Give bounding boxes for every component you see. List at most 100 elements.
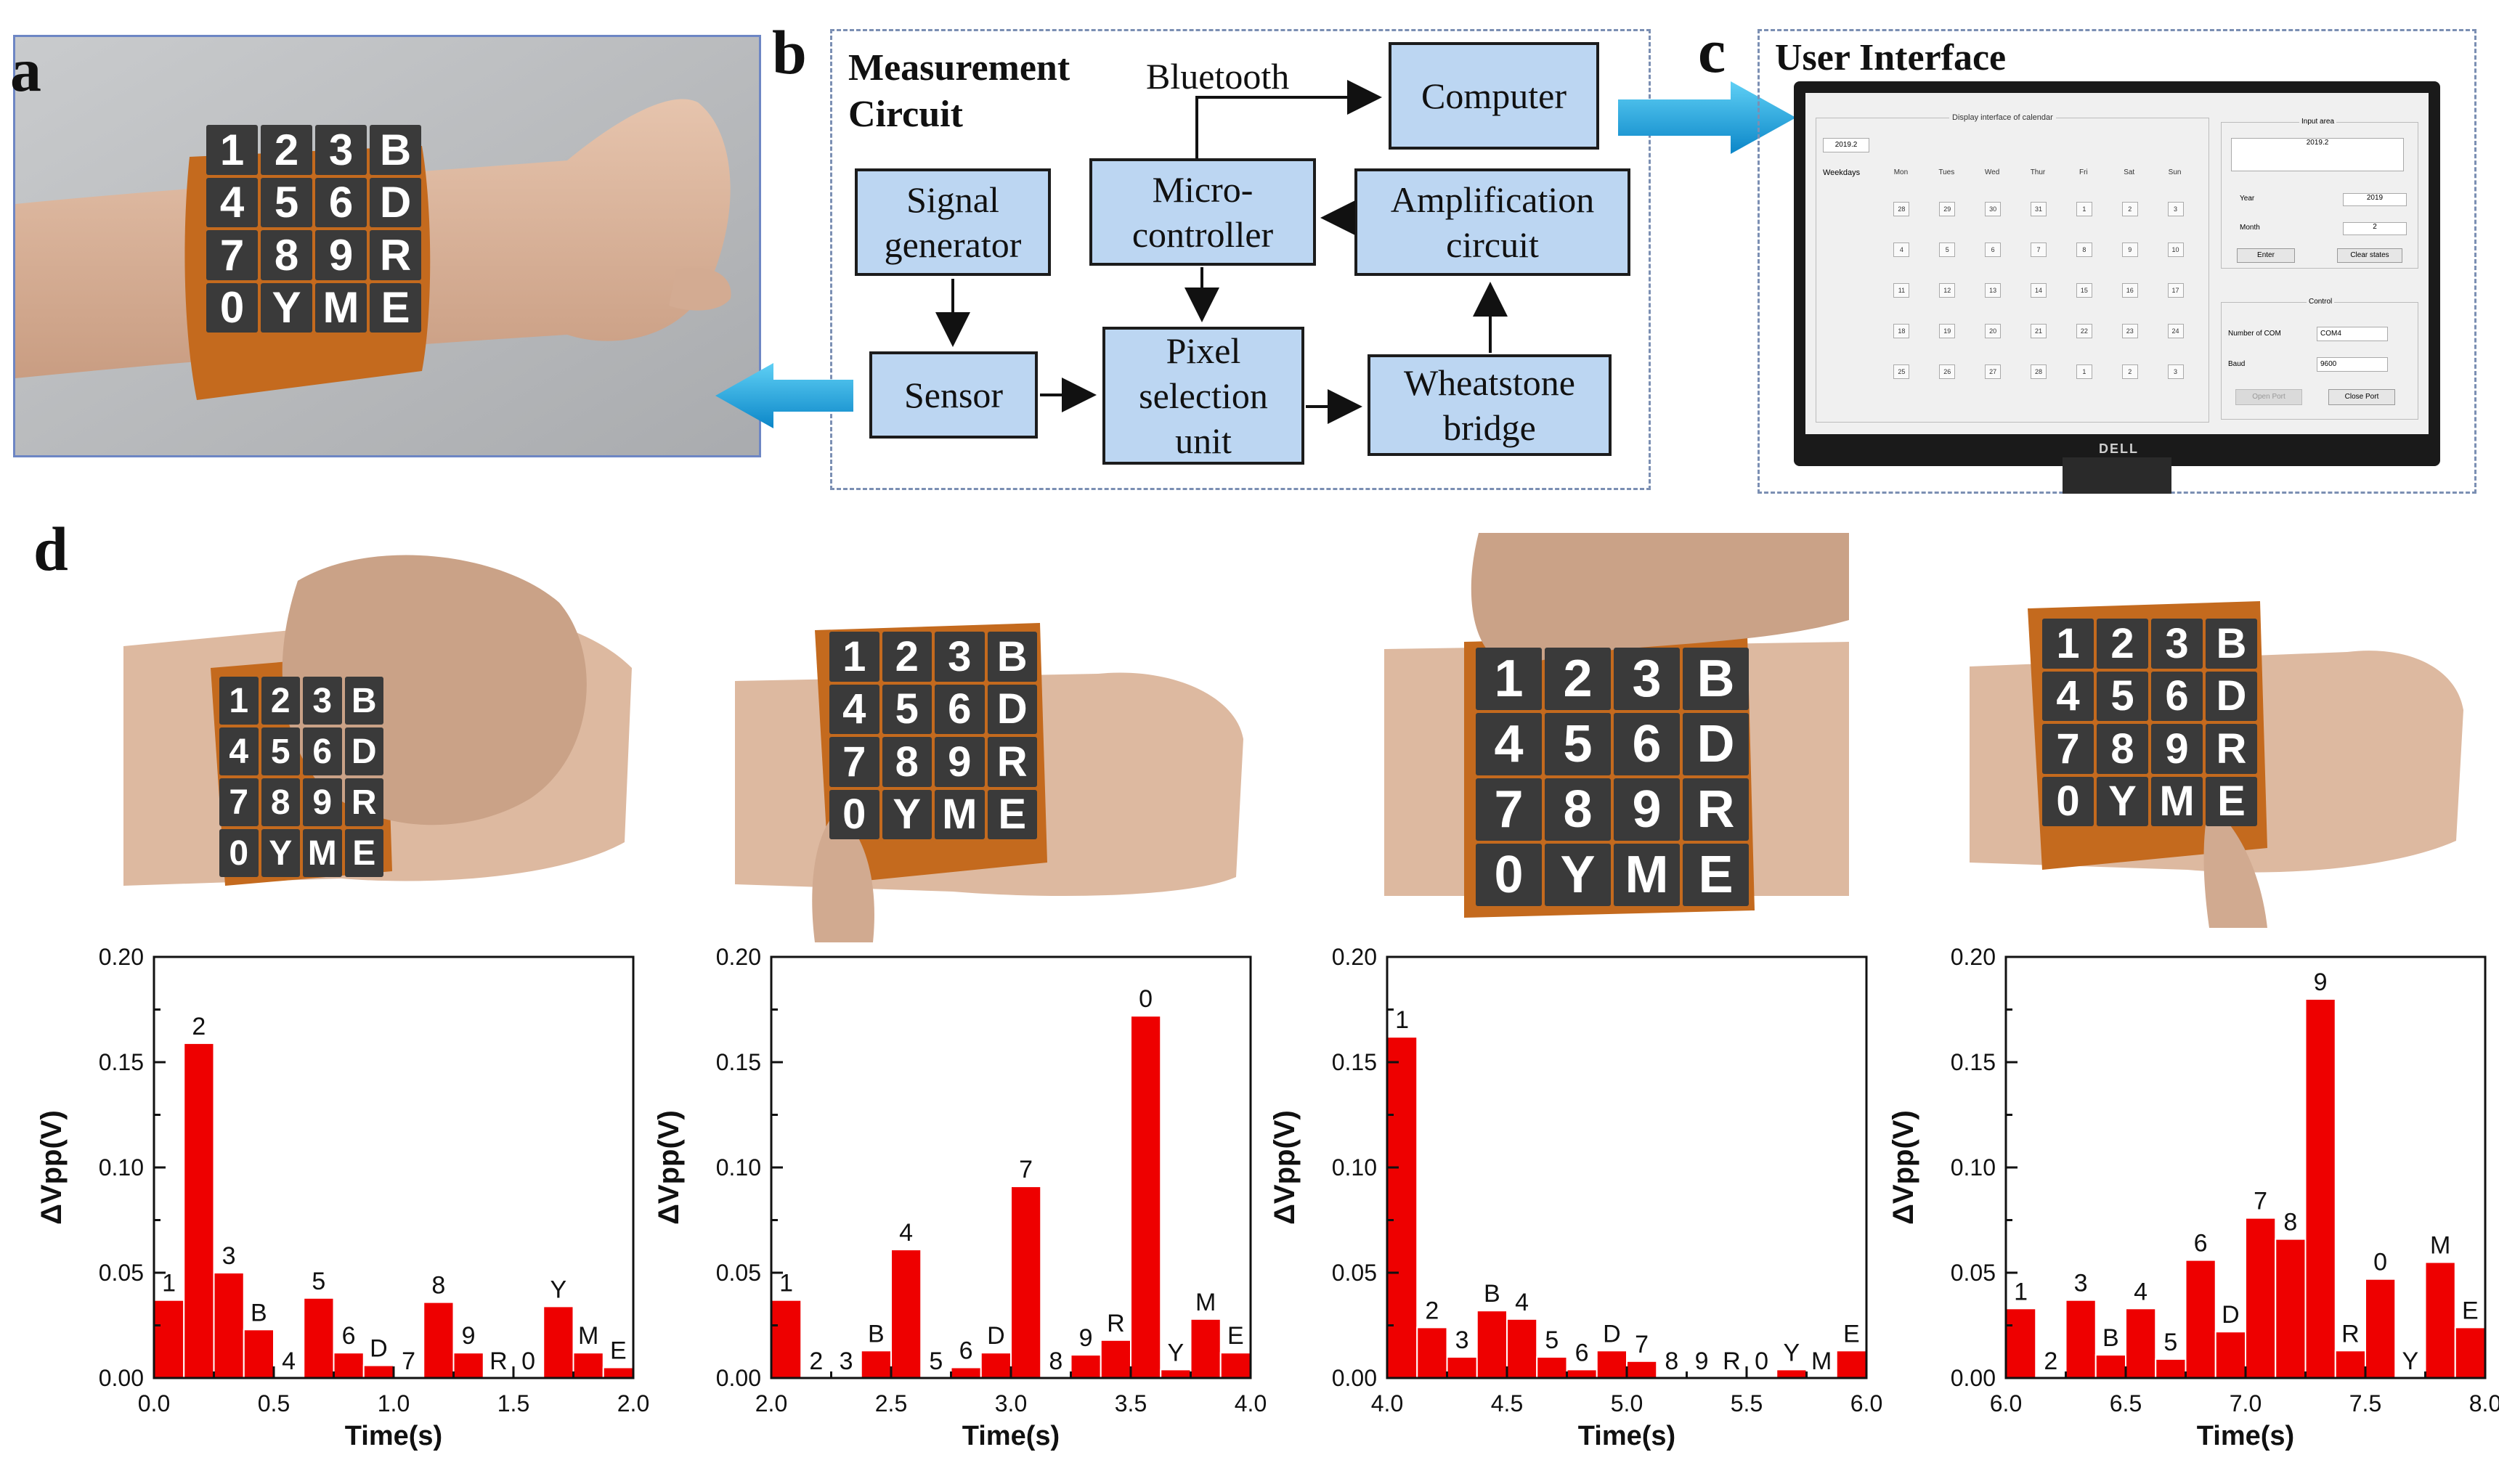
key-e: E [370,282,421,333]
open-port-button[interactable]: Open Port [2235,389,2302,405]
key-8: 8 [882,737,932,787]
year-label: Year [2240,195,2255,203]
key-b: B [344,677,383,725]
key-b: B [1683,648,1749,710]
calendar-day[interactable]: 4 [1893,242,1910,257]
calendar-day[interactable]: 6 [1985,242,2002,257]
calendar-day[interactable]: 2 [2121,202,2138,216]
key-3: 3 [303,677,342,725]
key-5: 5 [2097,671,2148,721]
calendar-day[interactable]: 30 [1985,202,2002,216]
calendar-day[interactable]: 1 [2076,202,2092,216]
close-port-button[interactable]: Close Port [2328,389,2395,405]
key-1: 1 [219,677,259,725]
key-3: 3 [1614,648,1680,710]
clear-states-button[interactable]: Clear states [2337,248,2402,263]
x-tick-label: 0.5 [258,1390,290,1416]
x-tick-label: 7.5 [2349,1390,2381,1416]
calendar-day[interactable]: 26 [1939,364,1956,379]
calendar-day[interactable]: 22 [2076,324,2092,338]
bar-label: 2 [2044,1348,2057,1375]
key-4: 4 [829,684,879,734]
bar-label: B [251,1299,267,1326]
calendar-day[interactable]: 15 [2076,283,2092,298]
bar-6 [2185,1259,2216,1379]
key-e: E [2206,776,2257,826]
key-2: 2 [1545,648,1611,710]
bar-label: R [1723,1348,1741,1375]
calendar-day[interactable]: 31 [2031,202,2047,216]
calendar-day[interactable]: 11 [1893,283,1910,298]
calendar-day[interactable]: 12 [1939,283,1956,298]
calendar-day[interactable]: 21 [2031,324,2047,338]
input-area-textbox[interactable]: 2019.2 [2231,138,2404,171]
key-d: D [2206,671,2257,721]
key-m: M [303,829,342,877]
signal-generator-block: Signal generator [855,168,1051,276]
calendar-day[interactable]: 10 [2167,242,2184,257]
bar-label: 5 [2163,1329,2177,1356]
calendar-day[interactable]: 24 [2167,324,2184,338]
year-input[interactable]: 2019 [2343,193,2407,206]
key-r: R [344,778,383,826]
month-input[interactable]: 2 [2343,222,2407,235]
calendar-day[interactable]: 19 [1939,324,1956,338]
bar-1 [1386,1036,1418,1379]
key-6: 6 [935,684,985,734]
x-axis-label: Time(s) [962,1421,1060,1451]
key-5: 5 [882,684,932,734]
bar-label: M [1195,1289,1216,1316]
calendar-day[interactable]: 14 [2031,283,2047,298]
calendar-day[interactable]: 3 [2167,364,2184,379]
key-r: R [987,737,1037,787]
bar-label: 5 [1545,1326,1559,1354]
pixel-selection-unit-block: Pixel selection unit [1102,327,1304,465]
calendar-day[interactable]: 29 [1939,202,1956,216]
calendar-day[interactable]: 17 [2167,283,2184,298]
calendar-day[interactable]: 9 [2121,242,2138,257]
year-month-field[interactable]: 2019.2 [1823,138,1869,152]
calendar-day[interactable]: 18 [1893,324,1910,338]
baud-select[interactable]: 9600 [2317,357,2388,372]
key-m: M [935,789,985,839]
calendar-day[interactable]: 3 [2167,202,2184,216]
key-9: 9 [2151,724,2203,774]
calendar-day[interactable]: 28 [2031,364,2047,379]
bar-label: 1 [779,1270,793,1297]
bar-d [2214,1331,2246,1379]
calendar-day[interactable]: 13 [1985,283,2002,298]
screen: Display interface of calendar 2019.2 Wee… [1805,93,2429,434]
x-tick-label: 6.5 [2110,1390,2142,1416]
calendar-day[interactable]: 16 [2121,283,2138,298]
enter-button[interactable]: Enter [2237,248,2295,263]
key-b: B [370,125,421,175]
calendar-day[interactable]: 1 [2076,364,2092,379]
x-axis-label: Time(s) [345,1421,442,1451]
calendar-day[interactable]: 20 [1985,324,2002,338]
bar-label: 6 [2194,1230,2208,1257]
bar-label: M [2430,1232,2450,1260]
bar-label: 3 [2074,1270,2088,1297]
calendar-day[interactable]: 5 [1939,242,1956,257]
calendar-day[interactable]: 28 [1893,202,1910,216]
weekdays-label: Weekdays [1823,168,1861,177]
bar-1 [2005,1308,2037,1379]
key-e: E [987,789,1037,839]
com-label: Number of COM [2228,330,2281,338]
calendar-day[interactable]: 8 [2076,242,2092,257]
calendar-day[interactable]: 27 [1985,364,2002,379]
input-area-title: Input area [2299,118,2337,126]
calendar-day[interactable]: 7 [2031,242,2047,257]
key-3: 3 [2151,619,2203,669]
bar-label: 7 [1019,1156,1033,1183]
com-select[interactable]: COM4 [2317,327,2388,341]
calendar-day[interactable]: 23 [2121,324,2138,338]
calendar-day[interactable]: 2 [2121,364,2138,379]
key-3: 3 [315,125,367,175]
panel-c-label: c [1698,16,1726,86]
calendar-day[interactable]: 25 [1893,364,1910,379]
x-tick-label: 4.5 [1491,1390,1523,1416]
